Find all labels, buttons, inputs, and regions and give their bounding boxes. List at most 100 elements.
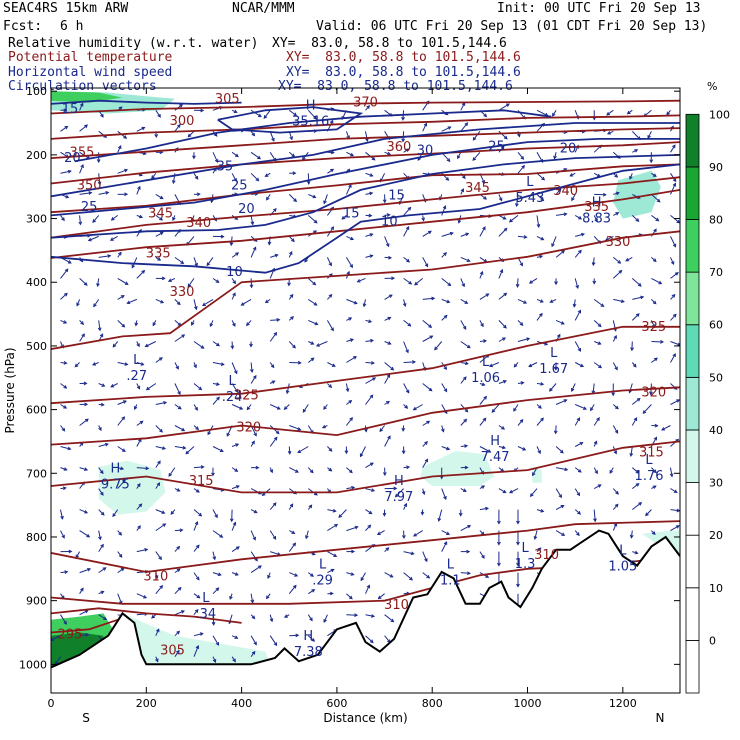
vector-310 — [269, 502, 277, 510]
vector-head-518 — [426, 574, 431, 579]
vector-547 — [460, 233, 469, 237]
vector-head-789 — [676, 219, 680, 224]
vector-head-281 — [255, 465, 260, 470]
vector-436 — [360, 446, 366, 457]
vector-525 — [441, 232, 453, 237]
vector-head-492 — [401, 535, 406, 540]
vector-head-159 — [171, 180, 176, 185]
theta-label-14: 335 — [584, 200, 609, 215]
vector-head-417 — [350, 572, 355, 576]
vector-691 — [574, 362, 584, 367]
vector-551 — [460, 320, 467, 330]
vector-head-234 — [211, 621, 216, 626]
vector-665 — [555, 250, 565, 258]
vector-head-145 — [161, 446, 167, 450]
vector-head-236 — [212, 658, 217, 663]
theta-line-300 — [51, 607, 242, 624]
vector-481 — [403, 299, 406, 307]
vector-head-593 — [502, 216, 507, 220]
vector-423 — [365, 172, 373, 177]
vector-head-463 — [382, 472, 387, 477]
vector-678 — [555, 530, 565, 536]
y-tick-label-1000: 1000 — [19, 658, 47, 671]
vector-157 — [174, 124, 181, 132]
vector-head-674 — [559, 449, 564, 454]
vector-head-606 — [502, 489, 507, 494]
vector-head-467 — [385, 547, 390, 551]
vector-714 — [590, 404, 595, 411]
vector-head-125 — [144, 548, 149, 552]
extremum-value-3: .27 — [126, 369, 147, 384]
vector-head-302 — [273, 331, 278, 336]
vector-head-116 — [140, 362, 145, 366]
vector-head-464 — [393, 486, 398, 491]
vector-head-16 — [67, 446, 72, 451]
vector-259 — [231, 572, 239, 576]
vector-head-437 — [369, 462, 374, 466]
vector-739 — [612, 504, 619, 510]
wind-label-7: 20 — [560, 142, 577, 157]
vector-276 — [250, 362, 253, 373]
vector-777 — [642, 404, 652, 414]
vector-323 — [288, 236, 295, 242]
vector-head-202 — [198, 512, 203, 517]
vector-head-454 — [391, 276, 396, 281]
vector-165 — [174, 299, 181, 305]
vector-head-719 — [593, 518, 597, 523]
vector-head-324 — [289, 250, 293, 255]
extremum-value-0: 35.16 — [292, 114, 329, 129]
vector-390 — [327, 551, 337, 557]
vector-head-42 — [84, 418, 89, 423]
vector-head-163 — [180, 260, 185, 264]
vector-head-70 — [99, 470, 104, 475]
vector-470 — [384, 614, 394, 622]
vector-head-153 — [151, 614, 155, 619]
vector-head-98 — [112, 513, 116, 518]
vector-head-655 — [533, 535, 538, 541]
vector-head-524 — [442, 205, 447, 210]
vector-head-465 — [382, 512, 387, 517]
vector-head-741 — [626, 110, 631, 115]
vector-head-87 — [124, 281, 129, 285]
vector-head-550 — [464, 300, 469, 304]
vector-head-221 — [216, 342, 220, 347]
vector-556 — [460, 419, 467, 426]
vector-head-515 — [420, 511, 425, 516]
vector-head-717 — [594, 470, 598, 475]
vector-head-427 — [369, 254, 374, 258]
extremum-value-10: 7.97 — [384, 490, 413, 505]
vector-head-558 — [464, 465, 469, 470]
vector-27 — [79, 103, 84, 111]
vector-head-525 — [449, 231, 454, 236]
vector-head-690 — [577, 348, 581, 352]
vector-593 — [498, 214, 506, 220]
vector-head-269 — [250, 221, 255, 226]
vector-head-695 — [579, 442, 584, 446]
vector-156 — [174, 104, 183, 111]
vector-443 — [365, 585, 370, 594]
vector-head-419 — [354, 613, 359, 617]
vector-head-96 — [120, 466, 125, 471]
vector-head-27 — [80, 102, 84, 107]
vector-head-784 — [666, 111, 670, 116]
vector-head-314 — [265, 595, 270, 600]
extremum-value-1: 5.43 — [515, 191, 544, 206]
vector-head-351 — [312, 281, 317, 286]
vector-head-425 — [368, 213, 373, 218]
vector-206 — [193, 593, 200, 599]
vector-head-510 — [412, 406, 417, 411]
y-tick-label-600: 600 — [26, 404, 47, 417]
vector-head-778 — [654, 423, 659, 428]
vector-172 — [174, 446, 186, 449]
vector-head-411 — [344, 450, 349, 455]
vector-head-173 — [168, 472, 173, 477]
vector-head-105 — [141, 126, 146, 131]
colorbar-segment-7 — [685, 271, 700, 326]
vector-231 — [212, 551, 216, 560]
vector-466 — [377, 530, 385, 535]
vector-head-99 — [118, 531, 122, 536]
vector-head-489 — [406, 465, 411, 470]
theta-label-17: 345 — [148, 206, 173, 221]
vector-head-176 — [179, 528, 184, 533]
vector-209 — [193, 645, 199, 657]
